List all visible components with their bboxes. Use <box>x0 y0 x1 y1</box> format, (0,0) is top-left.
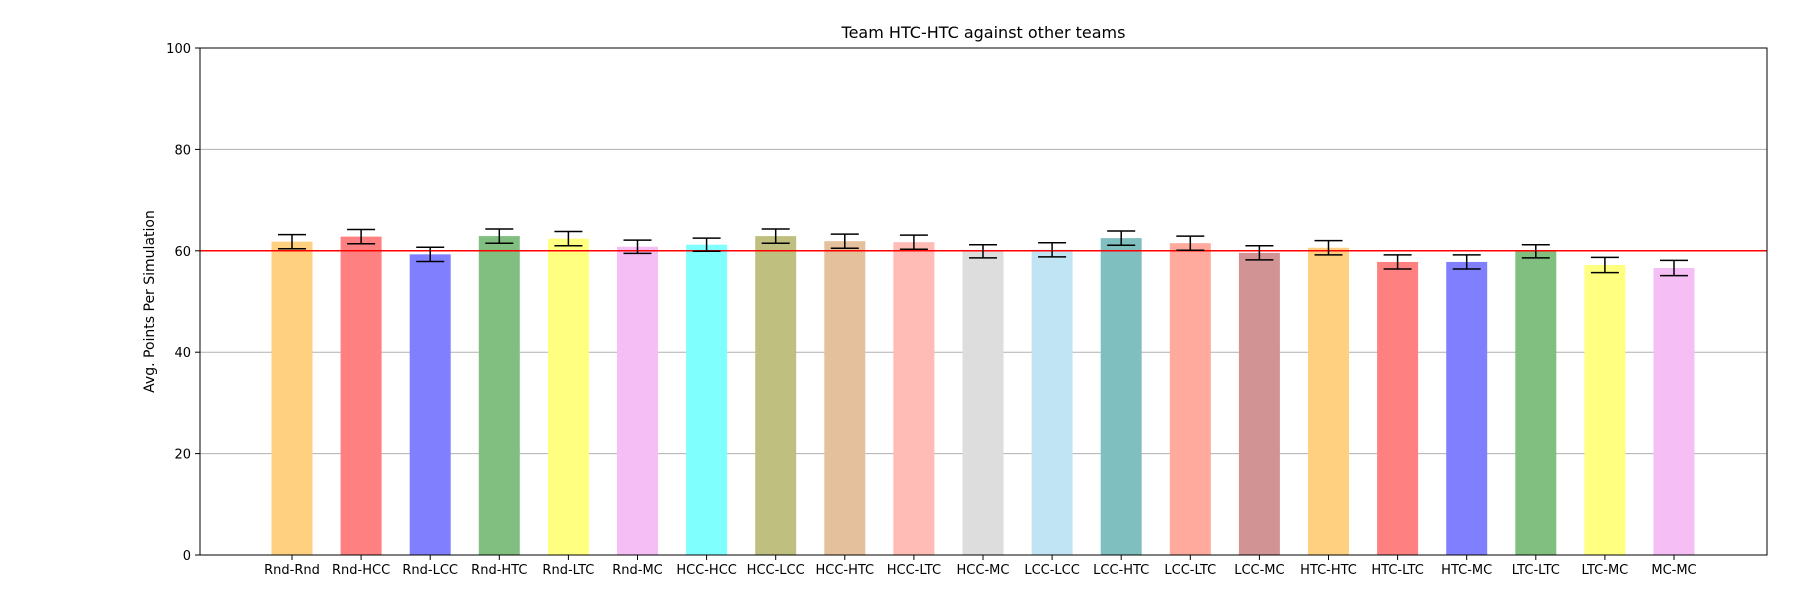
bar <box>1515 251 1557 555</box>
chart-title: Team HTC-HTC against other teams <box>841 23 1126 42</box>
bar <box>824 241 866 556</box>
x-tick-label: HCC-MC <box>957 563 1010 578</box>
x-tick-label: LTC-MC <box>1582 563 1629 578</box>
bar <box>1238 252 1280 555</box>
bars <box>271 236 1695 556</box>
error-bar <box>692 237 721 253</box>
error-bar <box>1660 259 1688 277</box>
x-tick-label: HTC-MC <box>1441 563 1492 578</box>
error-bar <box>1245 244 1274 261</box>
error-bar <box>623 239 652 255</box>
error-bar <box>1038 241 1067 258</box>
error-bar <box>899 234 928 251</box>
error-bar <box>1176 235 1205 252</box>
y-tick-label: 40 <box>174 346 191 361</box>
error-bars <box>278 228 1688 277</box>
error-bar <box>1383 254 1412 270</box>
y-tick-label: 100 <box>166 42 191 57</box>
error-bar <box>416 246 445 263</box>
y-tick-label: 80 <box>174 143 191 158</box>
bar <box>755 236 797 556</box>
x-tick-label: Rnd-LTC <box>542 563 594 578</box>
x-tick-label: LCC-LCC <box>1024 563 1080 578</box>
y-tick-label: 60 <box>174 245 191 260</box>
error-bar <box>1521 243 1550 259</box>
bar <box>478 236 520 556</box>
y-tick-label: 0 <box>183 549 191 564</box>
x-tick-label: Rnd-HCC <box>332 563 390 578</box>
bar <box>1653 268 1695 555</box>
x-axis-ticks: Rnd-Rnd Rnd-HCC Rnd-LCC Rnd-HTC Rnd-LTC Rnd-M… <box>264 555 1697 578</box>
y-tick-label: 20 <box>174 448 191 463</box>
x-tick-label: Rnd-HTC <box>471 563 527 578</box>
x-tick-label: HCC-HTC <box>815 563 874 578</box>
error-bar <box>830 233 859 250</box>
bar <box>1100 238 1142 555</box>
error-bar <box>1452 254 1481 270</box>
error-bar <box>554 230 583 247</box>
x-tick-label: HCC-LTC <box>887 563 941 578</box>
bar <box>271 241 313 555</box>
x-tick-label: Rnd-LCC <box>402 563 458 578</box>
x-tick-label: Rnd-Rnd <box>264 563 320 578</box>
bar <box>1584 264 1626 555</box>
bar <box>340 236 382 555</box>
error-bar <box>1314 239 1343 256</box>
x-tick-label: MC-MC <box>1651 563 1696 578</box>
x-tick-label: HTC-HTC <box>1300 563 1357 578</box>
bar <box>686 244 728 555</box>
bar <box>547 238 589 555</box>
x-tick-label: HCC-HCC <box>676 563 737 578</box>
error-bar <box>347 228 376 245</box>
y-axis-ticks: 0 20 40 60 80 100 <box>166 42 200 564</box>
bar <box>1031 249 1073 555</box>
bar <box>1308 247 1349 555</box>
bar <box>893 242 935 555</box>
x-tick-label: LTC-LTC <box>1512 563 1560 578</box>
error-bar <box>1590 256 1619 274</box>
y-axis-label: Avg. Points Per Simulation <box>142 210 158 393</box>
x-tick-label: LCC-MC <box>1234 563 1284 578</box>
error-bar <box>1107 230 1136 246</box>
bar <box>1377 261 1419 555</box>
x-tick-label: LCC-HTC <box>1093 563 1149 578</box>
x-tick-label: HTC-LTC <box>1371 563 1423 578</box>
error-bar <box>485 228 514 244</box>
error-bar <box>278 233 306 250</box>
bar <box>1169 243 1211 555</box>
bar <box>409 254 451 555</box>
error-bar <box>761 228 790 244</box>
x-tick-label: HCC-LCC <box>747 563 805 578</box>
bar <box>1446 261 1488 555</box>
x-tick-label: LCC-LTC <box>1164 563 1216 578</box>
bar <box>962 251 1004 555</box>
error-bar <box>969 243 997 259</box>
bar <box>617 246 658 555</box>
x-tick-label: Rnd-MC <box>612 563 663 578</box>
